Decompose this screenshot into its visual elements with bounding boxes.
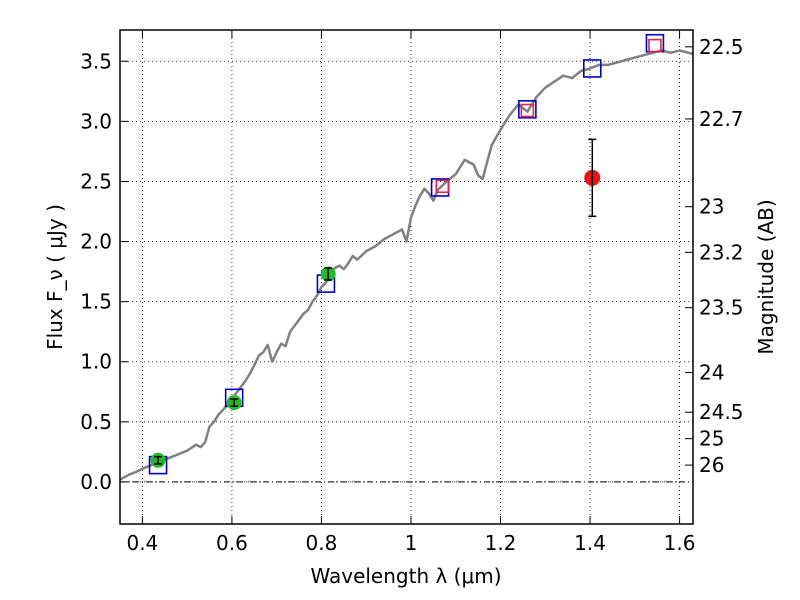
right-tick-label: 24.5 xyxy=(699,400,744,424)
x-tick-label: 1 xyxy=(405,531,418,555)
right-tick-label: 22.5 xyxy=(699,35,744,59)
x-axis-label: Wavelength λ (μm) xyxy=(310,564,501,588)
y-tick-label: 0.5 xyxy=(80,410,112,434)
y-tick-label: 3.5 xyxy=(80,49,112,73)
plot-background xyxy=(120,30,693,524)
observed-square-marker xyxy=(435,179,450,194)
series-layer xyxy=(119,33,694,481)
y-tick-label: 1.5 xyxy=(80,290,112,314)
x-tick-label: 0.6 xyxy=(216,531,248,555)
y-tick-label: 3.0 xyxy=(80,109,112,133)
right-tick-label: 23.5 xyxy=(699,296,744,320)
right-tick-label: 25 xyxy=(699,427,724,451)
model-square-marker xyxy=(518,100,537,119)
right-tick-label: 22.7 xyxy=(699,107,744,131)
spectrum-line xyxy=(119,49,694,481)
observed-square-marker xyxy=(520,103,535,118)
model-square-marker xyxy=(582,59,602,78)
right-tick-label: 23 xyxy=(699,195,724,219)
plot-frame xyxy=(119,29,694,525)
y-axis-label: Flux F_ν ( μJy ) xyxy=(43,204,67,350)
y-tick-label: 0.0 xyxy=(80,470,112,494)
ticks xyxy=(120,30,693,524)
y-tick-label: 2.5 xyxy=(80,169,112,193)
right-tick-label: 23.2 xyxy=(699,240,744,264)
y-tick-label: 1.0 xyxy=(80,350,112,374)
y-tick-label: 2.0 xyxy=(80,230,112,254)
right-axis-label: Magnitude (AB) xyxy=(754,199,778,354)
observed-square-marker xyxy=(648,38,662,53)
x-tick-label: 0.8 xyxy=(306,531,338,555)
x-tick-label: 0.4 xyxy=(126,531,158,555)
x-tick-label: 1.2 xyxy=(485,531,517,555)
right-tick-label: 24 xyxy=(699,361,724,385)
right-tick-label: 26 xyxy=(699,453,724,477)
x-tick-label: 1.6 xyxy=(664,531,696,555)
tick-labels: 0.4 0.6 0.8 1 1.2 1.4 1.6 0.0 0.5 1.0 1.5 2.0 2.5 3.0… xyxy=(80,35,743,555)
x-tick-label: 1.4 xyxy=(574,531,606,555)
